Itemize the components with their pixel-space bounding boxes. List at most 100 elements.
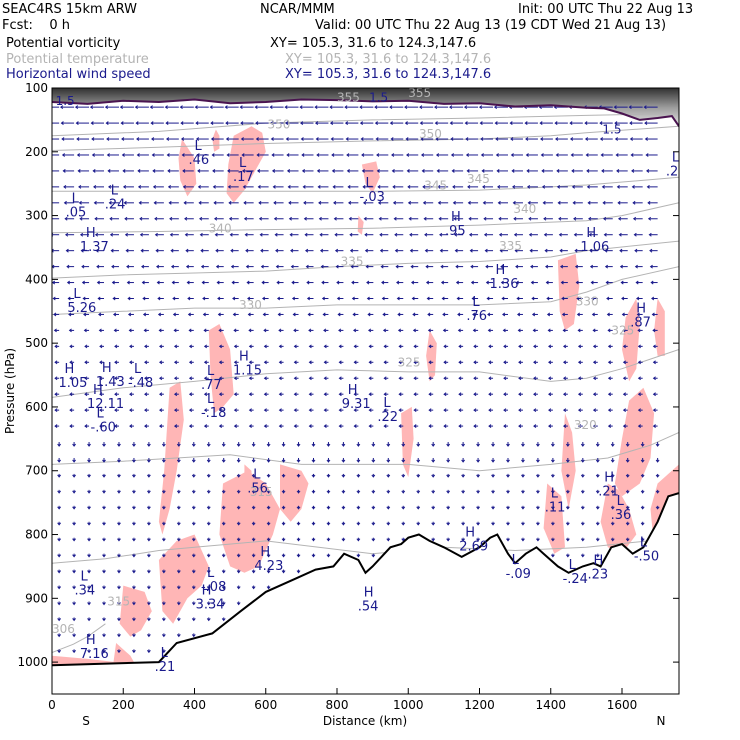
wind-arrow-head (243, 200, 247, 205)
x-tick-label: 600 (254, 698, 277, 712)
wind-arrow-head (457, 328, 461, 333)
wind-arrow-head (359, 105, 363, 110)
wind-arrow-head (536, 459, 540, 463)
wind-arrow-head (199, 232, 203, 237)
wind-arrow-head (161, 618, 166, 622)
wind-arrow-head (497, 200, 501, 205)
wind-arrow-head (610, 522, 615, 526)
wind-arrow-head (421, 169, 425, 173)
wind-arrow-head (129, 392, 133, 397)
wind-arrow-head (199, 216, 203, 221)
wind-arrow-head (622, 408, 627, 413)
wind-arrow-head (102, 554, 106, 558)
pv-extremum-value: -.09 (506, 567, 531, 582)
pv-extremum-kind: H (102, 361, 112, 376)
wind-arrow-head (46, 106, 48, 109)
wind-arrow-head (518, 360, 522, 365)
wind-arrow-head (491, 443, 495, 447)
wind-arrow-head (98, 328, 102, 333)
wind-arrow-head (257, 184, 261, 189)
pv-extremum-value: 5.26 (67, 301, 96, 316)
wind-arrow-head (416, 490, 421, 494)
wind-arrow-head (396, 280, 400, 285)
wind-arrow-head (655, 506, 660, 510)
wind-arrow-head (550, 490, 555, 494)
wind-arrow-head (368, 344, 372, 349)
wind-arrow-head (173, 328, 177, 333)
pv-extremum-value: 2.69 (459, 539, 488, 554)
wind-arrow-head (236, 586, 241, 590)
wind-arrow-head (243, 216, 248, 221)
high-pv-shading (52, 88, 679, 127)
wind-arrow-head (146, 634, 151, 638)
wind-arrow-head (176, 522, 181, 526)
wind-arrow-head (500, 264, 504, 269)
wind-arrow-head (132, 443, 136, 447)
wind-arrow-head (136, 153, 140, 157)
wind-arrow-head (544, 248, 548, 253)
wind-arrow-head (640, 474, 645, 478)
wind-arrow-head (398, 376, 402, 381)
wind-arrow-head (349, 232, 353, 237)
wind-arrow-head (496, 169, 500, 173)
wind-arrow-head (161, 538, 166, 542)
wind-arrow-head (629, 137, 633, 141)
wind-arrow-head (308, 392, 312, 397)
wind-arrow-head (319, 232, 323, 237)
wind-arrow-head (524, 121, 528, 125)
wind-arrow-head (446, 538, 451, 542)
wind-arrow-head (637, 328, 641, 333)
wind-arrow-head (52, 280, 56, 285)
wind-arrow-head (323, 376, 327, 381)
wind-arrow-head (308, 344, 312, 349)
wind-arrow-head (521, 538, 525, 542)
wind-arrow-head (536, 490, 540, 494)
wind-arrow-head (383, 424, 387, 428)
wind-arrow-head (54, 376, 58, 381)
wind-arrow-head (170, 248, 174, 253)
wind-arrow-head (152, 169, 156, 173)
model-name: SEAC4RS 15km ARW (2, 2, 138, 17)
wind-arrow-head (536, 443, 540, 447)
wind-arrow-head (119, 105, 123, 110)
pv-extremum-kind: L (111, 183, 119, 198)
wind-arrow-head (476, 474, 480, 478)
wind-arrow-head (114, 408, 118, 413)
pv-patch-18 (158, 534, 209, 624)
wind-arrow-head (606, 312, 610, 317)
wind-arrow-head (371, 474, 376, 478)
wind-arrow-head (592, 392, 597, 397)
wind-arrow-head (326, 522, 331, 526)
wind-arrow-head (476, 490, 480, 494)
theta-contour-306 (52, 623, 106, 653)
wind-arrow-head (446, 506, 451, 510)
wind-arrow-head (272, 184, 276, 189)
wind-arrow-head (87, 459, 91, 463)
wind-arrow-head (216, 280, 220, 285)
wind-arrow-head (263, 376, 267, 381)
wind-arrow-head (80, 248, 84, 253)
theta-contour-320 (52, 432, 679, 472)
wind-arrow-head (580, 554, 585, 558)
wind-arrow-head (229, 232, 233, 237)
wind-arrow-head (503, 360, 507, 365)
wind-arrow-head (335, 264, 339, 269)
wind-arrow-head (254, 105, 258, 110)
wind-arrow-head (281, 459, 286, 463)
wind-arrow-head (200, 264, 205, 269)
wind-arrow-head (83, 328, 87, 333)
wind-arrow-head (326, 554, 331, 558)
wind-arrow-head (180, 121, 184, 125)
x-tick-label: 1600 (607, 698, 638, 712)
wind-arrow-head (320, 264, 324, 269)
wind-arrow-head (431, 459, 436, 463)
wind-arrow-head (76, 153, 80, 157)
wind-arrow-head (57, 474, 62, 478)
wind-arrow-head (533, 392, 537, 397)
wind-arrow-head (500, 280, 504, 285)
wind-arrow-head (165, 137, 170, 141)
wind-arrow-head (233, 408, 237, 413)
wind-arrow-head (406, 153, 410, 157)
pv-extremum-value: .76 (466, 309, 487, 324)
wind-arrow-head (476, 459, 480, 463)
